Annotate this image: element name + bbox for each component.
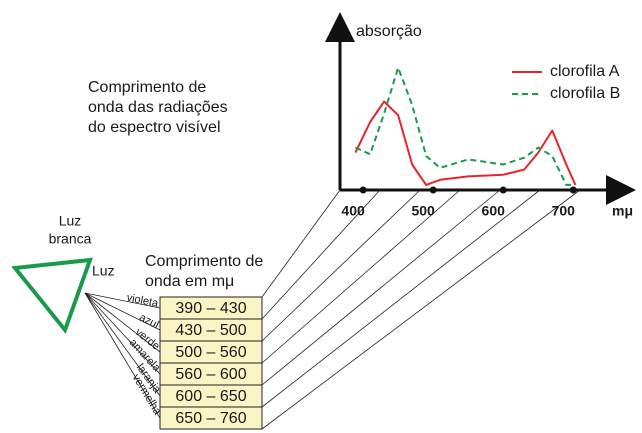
x-tick-label: 500	[411, 203, 435, 219]
x-tick	[430, 187, 437, 194]
caption: do espectro visível	[88, 119, 221, 136]
x-axis-label: mμ	[612, 203, 633, 219]
x-tick	[500, 187, 507, 194]
range: 600 – 650	[175, 388, 246, 405]
beam-label: Luz	[92, 263, 115, 279]
color-name: violeta	[126, 292, 160, 310]
range: 430 – 500	[175, 322, 246, 339]
table-title: onda em mμ	[145, 273, 234, 290]
y-axis-label: absorção	[356, 23, 422, 40]
x-tick-label: 600	[482, 203, 506, 219]
series-line	[355, 102, 575, 185]
x-tick	[570, 187, 577, 194]
caption: onda das radiações	[88, 99, 228, 116]
x-tick-label: 400	[341, 203, 365, 219]
connector	[262, 190, 340, 297]
series-line	[355, 68, 575, 185]
connector	[262, 190, 500, 385]
range: 500 – 560	[175, 344, 246, 361]
legend-label: clorofila B	[550, 85, 620, 102]
range: 560 – 600	[175, 366, 246, 383]
range: 650 – 760	[175, 410, 246, 427]
table-title: Comprimento de	[145, 253, 263, 270]
x-tick-label: 700	[552, 203, 576, 219]
caption: Comprimento de	[88, 79, 206, 96]
prism	[15, 260, 90, 330]
range: 390 – 430	[175, 300, 246, 317]
prism-label: branca	[49, 231, 92, 247]
connector	[262, 190, 580, 429]
prism-label: Luz	[59, 213, 82, 229]
diagram: 400 500 600 700 mμ absorção clorofila A clorofi…	[0, 0, 642, 433]
connector	[262, 190, 540, 407]
legend-label: clorofila A	[550, 63, 620, 80]
x-tick	[360, 187, 367, 194]
